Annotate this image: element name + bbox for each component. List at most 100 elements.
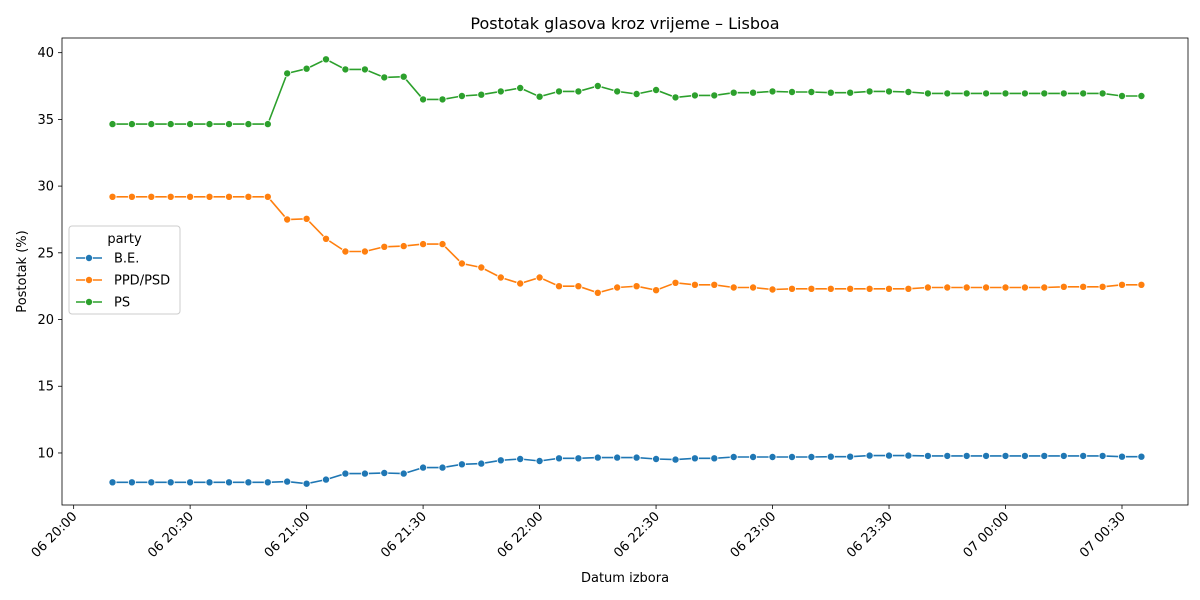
data-point [729,283,738,292]
data-point [1059,451,1068,460]
data-point [749,283,758,292]
data-point [1079,89,1088,98]
legend-box [68,225,181,315]
x-tick-label: 07 00:30 [1077,509,1129,561]
data-point [885,284,894,293]
data-point [1040,451,1049,460]
data-point [982,89,991,98]
data-point [457,92,466,101]
data-point [788,452,797,461]
data-point [729,88,738,97]
data-point [690,280,699,289]
data-point [438,463,447,472]
legend-entry: PPD/PSD [114,274,170,289]
data-point [923,89,932,98]
data-point [438,240,447,249]
data-point [516,279,525,288]
data-point [749,88,758,97]
data-point [1020,89,1029,98]
data-point [671,93,680,102]
data-point [1098,451,1107,460]
data-point [652,86,661,95]
data-point [962,283,971,292]
data-point [147,120,156,129]
data-point [807,284,816,293]
series-line [112,196,1142,294]
data-point [1098,282,1107,291]
data-point [186,120,195,129]
data-point [477,90,486,99]
data-point [555,282,564,291]
y-axis-title: Postotak (%) [15,230,30,312]
data-point [341,247,350,256]
data-point [865,284,874,293]
data-point [1059,89,1068,98]
data-point [710,280,719,289]
data-point [302,479,311,488]
data-point [632,90,641,99]
data-point [710,91,719,100]
data-point [224,192,233,201]
data-point [380,468,389,477]
series-lines [108,55,1146,488]
data-point [535,92,544,101]
data-point [263,192,272,201]
data-point [535,273,544,282]
y-tick-label: 30 [37,180,54,195]
data-point [826,452,835,461]
data-point [205,478,214,487]
data-point [244,478,253,487]
data-point [380,242,389,251]
data-point [846,284,855,293]
data-point [1118,280,1127,289]
x-tick-label: 06 23:30 [844,509,896,561]
x-tick-label: 06 22:30 [611,509,663,561]
data-point [982,283,991,292]
x-tick-label: 06 21:30 [378,509,430,561]
data-point [108,478,117,487]
data-point [127,478,136,487]
data-point [244,120,253,129]
data-point [399,242,408,251]
data-point [108,120,117,129]
y-tick-label: 15 [37,380,54,395]
data-point [652,454,661,463]
legend-entry: PS [114,296,130,311]
data-point [885,451,894,460]
data-point [1001,89,1010,98]
x-tick-label: 06 20:30 [145,509,197,561]
data-point [205,120,214,129]
data-point [457,259,466,268]
data-point [826,88,835,97]
data-point [224,120,233,129]
data-point [768,452,777,461]
data-point [788,88,797,97]
y-tick-label: 20 [37,313,54,328]
data-point [632,282,641,291]
data-point [1020,451,1029,460]
data-point [283,477,292,486]
plot-frame [61,37,1189,506]
data-point [496,456,505,465]
data-point [496,273,505,282]
data-point [904,284,913,293]
data-point [1137,452,1146,461]
x-tick-label: 06 23:00 [728,509,780,561]
data-point [982,451,991,460]
data-point [865,451,874,460]
legend: party B.E. PPD/PSD PS [68,225,181,315]
data-point [885,87,894,96]
series-ppd-psd [108,192,1146,297]
data-point [419,95,428,104]
data-point [593,288,602,297]
data-point [904,88,913,97]
data-point [962,89,971,98]
data-point [166,478,175,487]
data-point [419,240,428,249]
data-point [846,452,855,461]
data-point [263,120,272,129]
legend-marker [85,297,94,306]
data-point [613,87,622,96]
data-point [671,455,680,464]
x-tick-label: 06 21:00 [262,509,314,561]
